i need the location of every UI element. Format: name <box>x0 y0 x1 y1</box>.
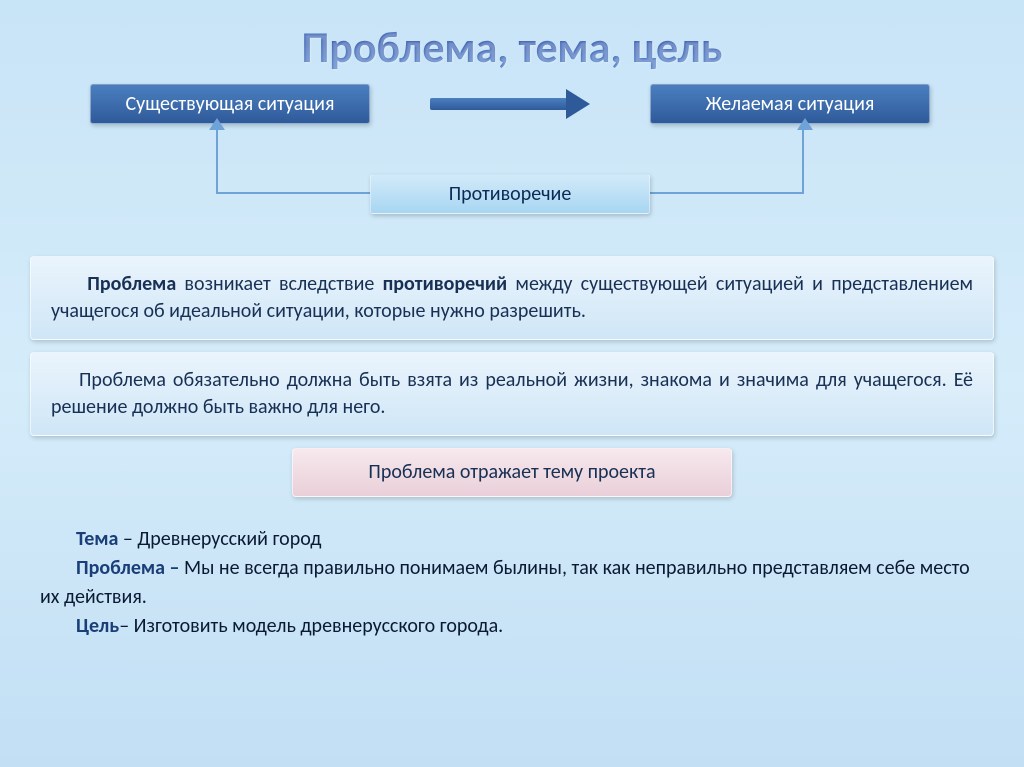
arrow-body <box>430 98 570 110</box>
example-theme: Тема – Древнерусский город <box>40 525 984 554</box>
panel-problem-definition: Проблема возникает вследствие противореч… <box>30 256 994 340</box>
panel-problem-reality: Проблема обязательно должна быть взята и… <box>30 352 994 436</box>
arrowhead-up-left-icon <box>209 118 225 130</box>
desired-situation-label: Желаемая ситуация <box>706 92 875 116</box>
p1-bold-1: Проблема <box>87 272 176 296</box>
arrowhead-up-right-icon <box>797 118 813 130</box>
p2-text: Проблема обязательно должна быть взята и… <box>51 368 973 419</box>
panel-problem-theme: Проблема отражает тему проекта <box>292 448 732 497</box>
p3-text: Проблема отражает тему проекта <box>368 460 655 484</box>
goal-text: – Изготовить модель древнерусского город… <box>119 614 503 638</box>
concept-diagram: Существующая ситуация Желаемая ситуация … <box>30 84 994 244</box>
arrow-existing-to-desired <box>430 96 590 112</box>
example-goal: Цель– Изготовить модель древнерусского г… <box>40 612 984 641</box>
contradiction-box: Противоречие <box>370 174 650 214</box>
kw-theme: Тема <box>76 527 118 551</box>
p1-mid: возникает вследствие <box>176 272 382 296</box>
connector-right <box>644 128 804 194</box>
existing-situation-label: Существующая ситуация <box>126 92 335 116</box>
example-problem: Проблема – Мы не всегда правильно понима… <box>40 554 984 612</box>
desired-situation-box: Желаемая ситуация <box>650 84 930 124</box>
slide-title: Проблема, тема, цель <box>0 0 1024 84</box>
arrow-head-icon <box>566 89 590 119</box>
existing-situation-box: Существующая ситуация <box>90 84 370 124</box>
connector-left <box>216 128 376 194</box>
kw-problem: Проблема – <box>76 556 179 580</box>
problem-text: Мы не всегда правильно понимаем былины, … <box>40 556 970 609</box>
kw-goal: Цель <box>76 614 119 638</box>
p1-bold-2: противоречий <box>383 272 508 296</box>
theme-text: – Древнерусский город <box>118 527 321 551</box>
contradiction-label: Противоречие <box>449 182 572 206</box>
example-block: Тема – Древнерусский город Проблема – Мы… <box>40 525 984 641</box>
